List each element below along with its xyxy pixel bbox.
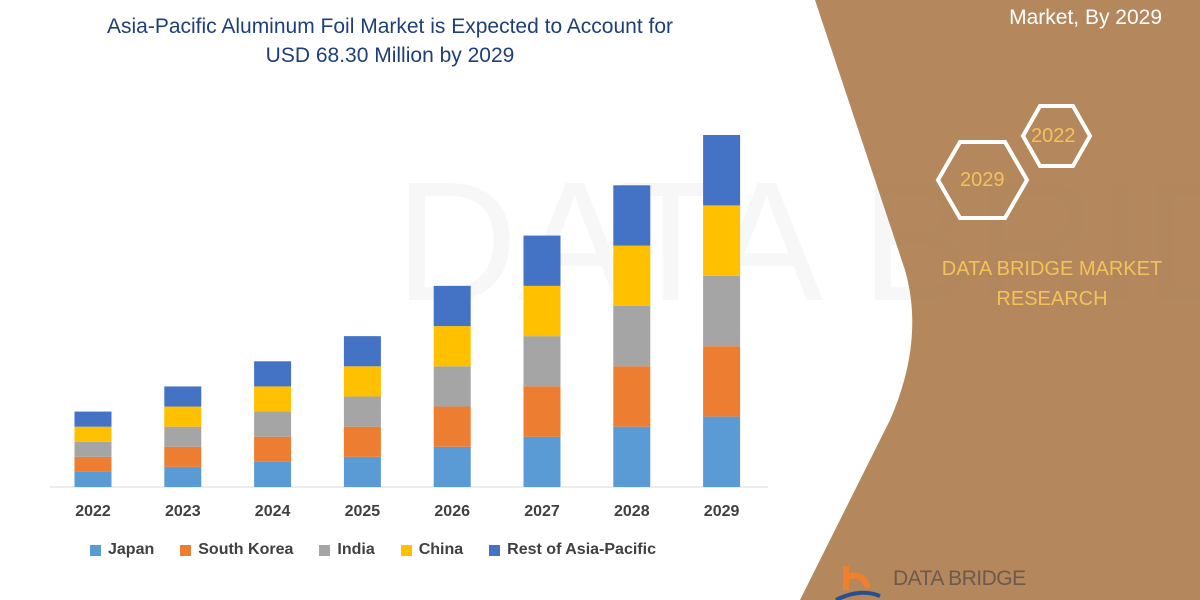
legend-label: Japan <box>108 541 155 558</box>
bar-segment-2027-china <box>523 285 561 337</box>
brand-line-2: RESEARCH <box>996 288 1108 310</box>
x-tick-label: 2022 <box>75 503 111 520</box>
bar-segment-2026-india <box>433 366 471 407</box>
bar-segment-2026-rest-of-asia-pacific <box>433 285 471 327</box>
legend: Japan South Korea India China Rest of Asia-P… <box>90 541 682 559</box>
hexagon-2029 <box>935 140 1030 220</box>
bar-segment-2025-rest-of-asia-pacific <box>343 336 381 367</box>
bar-segment-2027-japan <box>523 436 561 487</box>
bar-segment-2026-south-korea <box>433 406 471 447</box>
chart-title: Asia-Pacific Aluminum Foil Market is Exp… <box>40 12 740 70</box>
x-tick-label: 2025 <box>344 503 381 520</box>
logo-icon <box>835 566 881 600</box>
hexagon-2022 <box>1020 104 1093 168</box>
bar-segment-2026-japan <box>433 446 471 487</box>
bar-segment-2023-japan <box>164 466 202 487</box>
legend-label: South Korea <box>198 541 294 558</box>
legend-item: China <box>400 541 464 559</box>
bar-segment-2025-china <box>343 366 381 397</box>
bar-segment-2027-india <box>523 336 561 387</box>
legend-swatch <box>90 544 101 556</box>
hex-label-2029: 2029 <box>960 169 1005 191</box>
bar-segment-2023-india <box>164 426 202 447</box>
bar-segment-2028-south-korea <box>613 366 651 427</box>
legend-swatch <box>319 544 331 556</box>
legend-item: South Korea <box>180 541 293 559</box>
bar-segment-2027-south-korea <box>523 386 561 437</box>
x-tick-label: 2027 <box>524 503 560 520</box>
bar-segment-2024-south-korea <box>254 436 292 462</box>
side-title: Market, By 2029 <box>1009 6 1162 29</box>
x-tick-label: 2028 <box>614 503 650 520</box>
bar-segment-2028-japan <box>613 426 651 487</box>
legend-swatch <box>180 544 192 556</box>
bar-segment-2026-china <box>433 326 471 367</box>
legend-item: India <box>319 541 375 559</box>
bar-segment-2022-rest-of-asia-pacific <box>74 411 112 427</box>
brand-line-1: DATA BRIDGE MARKET <box>941 258 1163 280</box>
bars <box>74 135 741 487</box>
bar-segment-2023-china <box>164 406 202 427</box>
bar-segment-2029-india <box>703 275 741 347</box>
title-line-1: Asia-Pacific Aluminum Foil Market is Exp… <box>106 15 674 38</box>
bar-segment-2029-japan <box>703 416 741 487</box>
bar-segment-2025-india <box>343 396 381 427</box>
legend-item: Rest of Asia-Pacific <box>489 541 656 559</box>
bar-segment-2025-south-korea <box>343 426 381 457</box>
bar-segment-2024-india <box>254 411 292 437</box>
bar-segment-2027-rest-of-asia-pacific <box>523 235 561 286</box>
legend-item: Japan <box>90 541 154 559</box>
bar-segment-2029-china <box>703 205 741 276</box>
x-tick-label: 2029 <box>703 503 740 520</box>
legend-swatch <box>400 544 412 556</box>
x-tick-label: 2026 <box>434 503 470 520</box>
title-line-2: USD 68.30 Million by 2029 <box>265 44 515 67</box>
legend-swatch <box>489 544 501 556</box>
side-panel <box>800 0 1200 600</box>
bar-segment-2023-rest-of-asia-pacific <box>164 386 202 407</box>
bar-segment-2029-south-korea <box>703 346 741 417</box>
bar-segment-2022-india <box>74 441 112 457</box>
bar-segment-2022-south-korea <box>74 456 112 472</box>
legend-label: China <box>418 541 464 558</box>
legend-label: India <box>337 541 375 558</box>
x-tick-label: 2023 <box>165 503 201 520</box>
bar-segment-2022-japan <box>74 471 112 487</box>
hex-label-2022: 2022 <box>1031 125 1076 147</box>
logo-text: DATA BRIDGE <box>893 567 1026 590</box>
bar-segment-2028-india <box>613 305 651 367</box>
bar-segment-2029-rest-of-asia-pacific <box>703 135 741 206</box>
x-tick-label: 2024 <box>254 503 291 520</box>
bar-segment-2028-china <box>613 245 651 306</box>
bar-segment-2023-south-korea <box>164 446 202 467</box>
bar-segment-2025-japan <box>343 456 381 487</box>
bar-segment-2024-japan <box>254 461 292 487</box>
bar-segment-2024-rest-of-asia-pacific <box>254 361 292 387</box>
brand-text: DATA BRIDGE MARKET RESEARCH <box>920 254 1184 314</box>
bar-segment-2028-rest-of-asia-pacific <box>613 185 651 246</box>
bar-segment-2022-china <box>74 426 112 442</box>
legend-label: Rest of Asia-Pacific <box>507 541 656 558</box>
bar-segment-2024-china <box>254 386 292 412</box>
